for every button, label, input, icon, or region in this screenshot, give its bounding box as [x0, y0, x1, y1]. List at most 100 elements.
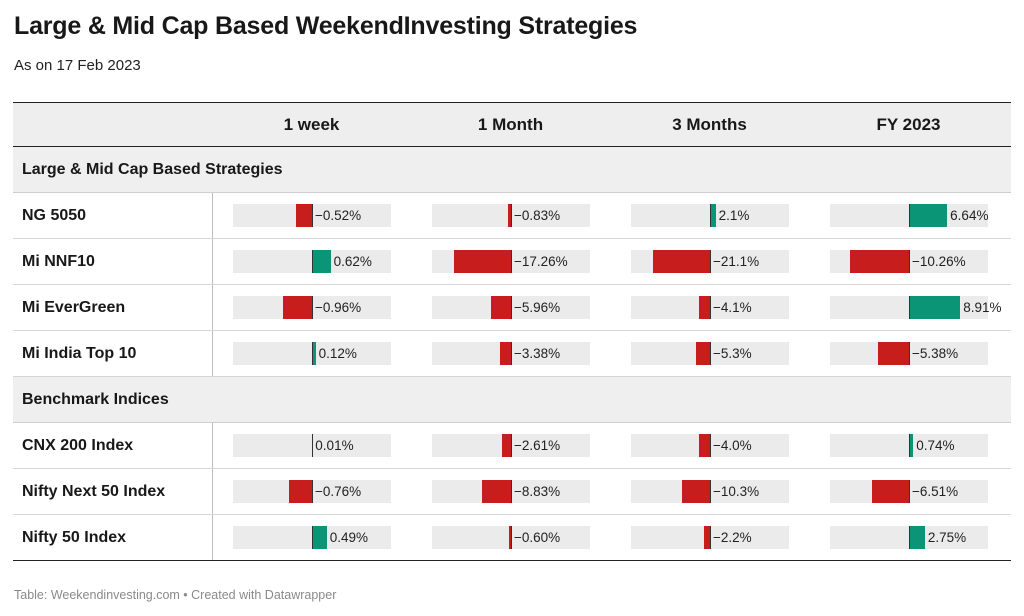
row-label: Mi India Top 10: [22, 345, 137, 362]
row-label: Nifty Next 50 Index: [22, 483, 166, 500]
table-row: Mi NNF10 0.62% −17.26% −21.1% −10.26%: [13, 239, 1011, 285]
zero-axis-line: [710, 480, 711, 503]
zero-axis-line: [909, 296, 910, 319]
value-cell: −5.96%: [411, 285, 610, 330]
value-cell: −5.38%: [809, 331, 1008, 376]
positive-bar: [909, 526, 925, 549]
value-label: −0.76%: [315, 484, 362, 499]
group-label: Benchmark Indices: [22, 391, 169, 408]
footer-credit: Table: Weekendinvesting.com • Created wi…: [14, 588, 337, 602]
negative-bar: [289, 480, 312, 503]
zero-axis-line: [312, 296, 313, 319]
row-label: Mi EverGreen: [22, 299, 126, 316]
zero-axis-line: [312, 204, 313, 227]
zero-axis-line: [312, 250, 313, 273]
page-title: Large & Mid Cap Based WeekendInvesting S…: [14, 12, 638, 40]
value-label: −8.83%: [514, 484, 561, 499]
value-cell: 0.12%: [212, 331, 411, 376]
positive-bar: [710, 204, 716, 227]
table-row: Nifty 50 Index 0.49% −0.60% −2.2% 2.75%: [13, 515, 1011, 561]
column-divider: [212, 285, 213, 330]
row-label: Mi NNF10: [22, 253, 95, 270]
positive-bar: [312, 342, 316, 365]
value-label: −6.51%: [912, 484, 959, 499]
value-label: 2.75%: [927, 530, 967, 545]
table-body: Large & Mid Cap Based Strategies NG 5050 −…: [13, 147, 1011, 561]
negative-bar: [296, 204, 312, 227]
column-header-fy-2023[interactable]: FY 2023: [876, 115, 941, 134]
zero-axis-line: [511, 250, 512, 273]
zero-axis-line: [909, 250, 910, 273]
value-cell: −0.76%: [212, 469, 411, 514]
value-cell: −4.1%: [610, 285, 809, 330]
column-header-3-months[interactable]: 3 Months: [672, 115, 747, 134]
row-label: NG 5050: [22, 207, 87, 224]
zero-axis-line: [511, 526, 512, 549]
zero-axis-line: [312, 434, 313, 457]
value-cell: −5.3%: [610, 331, 809, 376]
value-label: −5.3%: [713, 346, 752, 361]
positive-bar: [909, 434, 914, 457]
value-cell: 0.74%: [809, 423, 1008, 468]
value-label: 8.91%: [963, 300, 1002, 315]
zero-axis-line: [312, 480, 313, 503]
negative-bar: [653, 250, 710, 273]
column-header-1-month[interactable]: 1 Month: [477, 115, 544, 134]
negative-bar: [499, 342, 511, 365]
value-label: −0.52%: [315, 208, 362, 223]
strategies-table: 1 week 1 Month 3 Months FY 2023 Large & …: [13, 102, 1011, 561]
negative-bar: [871, 480, 909, 503]
zero-axis-line: [710, 250, 711, 273]
negative-bar: [481, 480, 511, 503]
zero-axis-line: [312, 526, 313, 549]
value-label: −2.61%: [514, 438, 561, 453]
table-row: Mi EverGreen −0.96% −5.96% −4.1% 8.91%: [13, 285, 1011, 331]
value-label: −2.2%: [713, 530, 752, 545]
zero-axis-line: [909, 526, 910, 549]
zero-axis-line: [710, 296, 711, 319]
value-label: −0.83%: [514, 208, 561, 223]
value-label: 0.01%: [315, 438, 354, 453]
table-row: CNX 200 Index 0.01% −2.61% −4.0% 0.74%: [13, 423, 1011, 469]
negative-bar: [699, 434, 710, 457]
value-cell: −2.2%: [610, 515, 809, 560]
zero-axis-line: [710, 342, 711, 365]
value-label: −17.26%: [514, 254, 568, 269]
column-divider: [212, 469, 213, 514]
negative-bar: [502, 434, 511, 457]
value-label: −3.38%: [514, 346, 561, 361]
zero-axis-line: [909, 342, 910, 365]
zero-axis-line: [511, 434, 512, 457]
value-cell: −6.51%: [809, 469, 1008, 514]
group-header: Benchmark Indices: [13, 377, 1011, 423]
value-cell: −3.38%: [411, 331, 610, 376]
table-header: 1 week 1 Month 3 Months FY 2023: [13, 102, 1011, 147]
value-cell: 0.49%: [212, 515, 411, 560]
value-label: 0.12%: [318, 346, 357, 361]
positive-bar: [312, 526, 327, 549]
negative-bar: [878, 342, 909, 365]
positive-bar: [312, 250, 331, 273]
negative-bar: [698, 296, 710, 319]
value-cell: −4.0%: [610, 423, 809, 468]
zero-axis-line: [909, 204, 910, 227]
zero-axis-line: [710, 434, 711, 457]
value-cell: −10.3%: [610, 469, 809, 514]
column-divider: [212, 239, 213, 284]
positive-bar: [909, 296, 961, 319]
zero-axis-line: [511, 342, 512, 365]
group-label: Large & Mid Cap Based Strategies: [22, 161, 283, 178]
zero-axis-line: [511, 480, 512, 503]
column-divider: [212, 515, 213, 560]
zero-axis-line: [312, 342, 313, 365]
column-header-1-week[interactable]: 1 week: [283, 115, 340, 134]
negative-bar: [283, 296, 312, 319]
value-label: −5.96%: [514, 300, 561, 315]
negative-bar: [509, 526, 511, 549]
value-cell: −10.26%: [809, 239, 1008, 284]
positive-bar: [909, 204, 948, 227]
value-label: 0.62%: [333, 254, 372, 269]
row-label: CNX 200 Index: [22, 437, 134, 454]
value-cell: −21.1%: [610, 239, 809, 284]
zero-axis-line: [710, 526, 711, 549]
